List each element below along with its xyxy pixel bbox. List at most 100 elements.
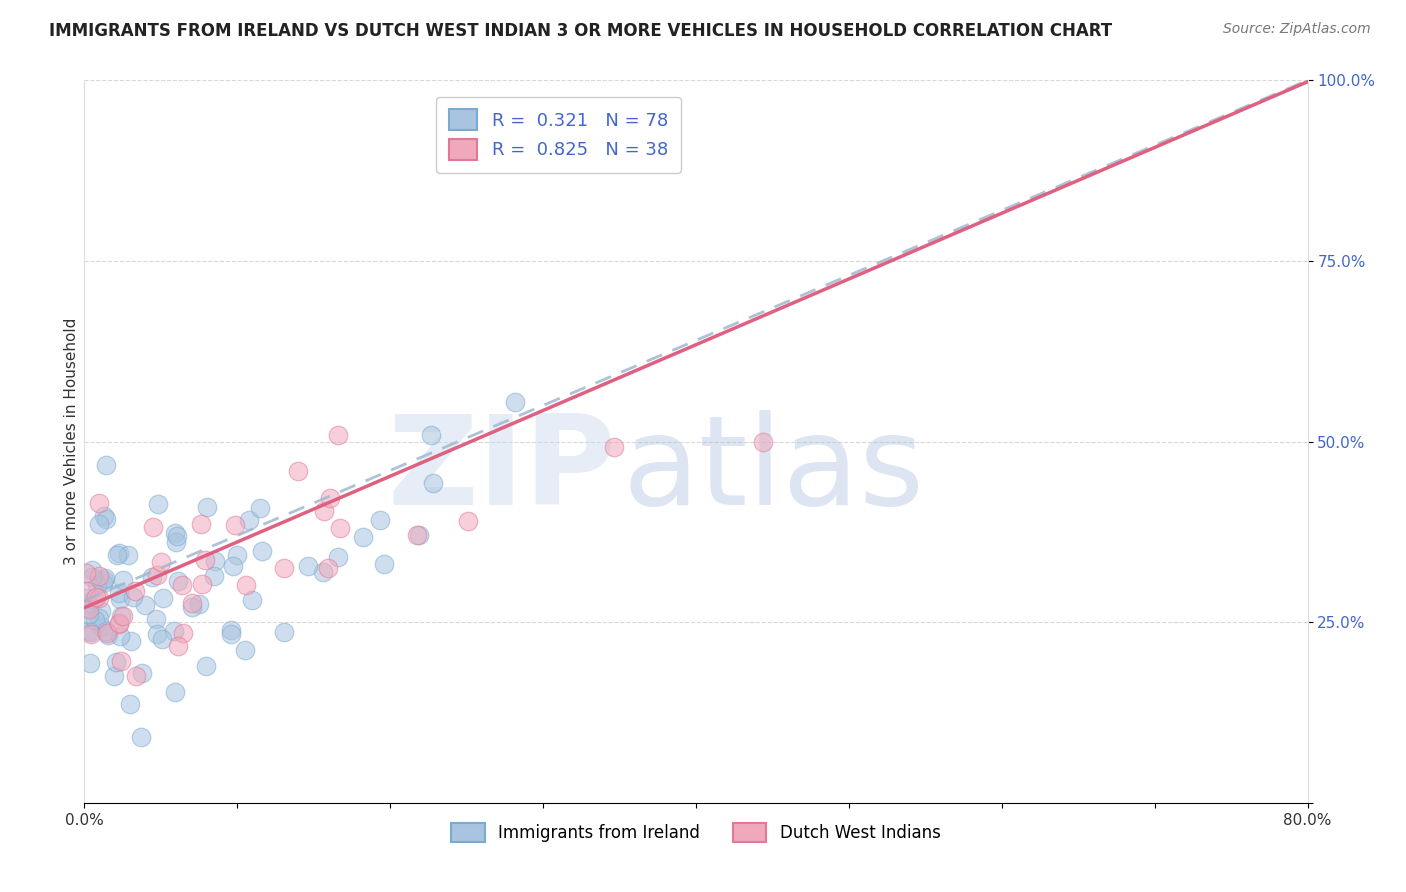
Point — [235, 643, 257, 657]
Point — [105, 548, 128, 562]
Point — [314, 503, 336, 517]
Point — [75, 583, 97, 598]
Point — [181, 597, 204, 611]
Point — [316, 561, 339, 575]
Point — [194, 553, 217, 567]
Point — [319, 491, 342, 505]
Point — [190, 577, 212, 591]
Point — [141, 570, 163, 584]
Point — [97, 628, 120, 642]
Point — [89, 610, 111, 624]
Point — [165, 535, 187, 549]
Text: ZIP: ZIP — [388, 410, 616, 531]
Point — [167, 574, 190, 589]
Point — [96, 512, 118, 526]
Point — [120, 634, 142, 648]
Point — [240, 592, 263, 607]
Point — [312, 565, 335, 579]
Point — [93, 574, 115, 588]
Point — [150, 555, 173, 569]
Point — [326, 427, 349, 442]
Point — [422, 475, 444, 490]
Point — [163, 685, 186, 699]
Point — [172, 625, 194, 640]
Point — [75, 600, 97, 615]
Point — [224, 517, 246, 532]
Point — [129, 730, 152, 744]
Point — [107, 585, 129, 599]
Point — [221, 624, 243, 638]
Point — [181, 599, 204, 614]
Point — [238, 513, 260, 527]
Point — [91, 575, 114, 590]
Point — [87, 569, 110, 583]
Point — [420, 427, 443, 442]
Point — [110, 629, 132, 643]
Point — [112, 609, 135, 624]
Point — [603, 440, 626, 454]
Point — [405, 528, 427, 542]
Point — [103, 669, 125, 683]
Point — [162, 624, 184, 639]
Point — [195, 500, 218, 514]
Point — [83, 592, 105, 607]
Point — [94, 458, 117, 472]
Point — [457, 514, 479, 528]
Legend: Immigrants from Ireland, Dutch West Indians: Immigrants from Ireland, Dutch West Indi… — [444, 816, 948, 848]
Point — [80, 564, 103, 578]
Text: atlas: atlas — [623, 410, 925, 531]
Point — [373, 557, 395, 571]
Point — [89, 517, 111, 532]
Point — [297, 558, 319, 573]
Point — [145, 612, 167, 626]
Point — [108, 617, 131, 632]
Point — [90, 620, 112, 634]
Point — [75, 566, 97, 581]
Point — [112, 573, 135, 587]
Point — [148, 497, 170, 511]
Point — [187, 597, 209, 611]
Point — [165, 526, 187, 541]
Text: IMMIGRANTS FROM IRELAND VS DUTCH WEST INDIAN 3 OR MORE VEHICLES IN HOUSEHOLD COR: IMMIGRANTS FROM IRELAND VS DUTCH WEST IN… — [49, 22, 1112, 40]
Point — [146, 627, 169, 641]
Point — [76, 596, 98, 610]
Point — [326, 550, 349, 565]
Point — [134, 598, 156, 612]
Point — [131, 666, 153, 681]
Point — [167, 639, 190, 653]
Point — [96, 625, 118, 640]
Point — [77, 601, 100, 615]
Point — [80, 626, 103, 640]
Point — [77, 607, 100, 621]
Point — [235, 578, 257, 592]
Point — [110, 654, 132, 668]
Point — [221, 559, 243, 574]
Point — [110, 608, 132, 623]
Point — [503, 395, 526, 409]
Point — [79, 657, 101, 671]
Point — [110, 592, 132, 607]
Point — [273, 561, 295, 575]
Point — [87, 496, 110, 510]
Point — [118, 698, 141, 712]
Point — [90, 604, 112, 618]
Point — [166, 529, 188, 543]
Point — [226, 549, 249, 563]
Point — [204, 554, 226, 568]
Y-axis label: 3 or more Vehicles in Household: 3 or more Vehicles in Household — [63, 318, 79, 566]
Point — [150, 632, 173, 646]
Point — [142, 520, 165, 534]
Point — [195, 658, 218, 673]
Point — [96, 624, 118, 638]
Point — [751, 434, 773, 449]
Point — [84, 590, 107, 604]
Point — [108, 615, 131, 630]
Point — [80, 624, 103, 639]
Text: Source: ZipAtlas.com: Source: ZipAtlas.com — [1223, 22, 1371, 37]
Point — [287, 465, 309, 479]
Point — [122, 590, 145, 604]
Point — [104, 655, 127, 669]
Point — [80, 569, 103, 583]
Point — [124, 668, 146, 682]
Point — [352, 530, 374, 544]
